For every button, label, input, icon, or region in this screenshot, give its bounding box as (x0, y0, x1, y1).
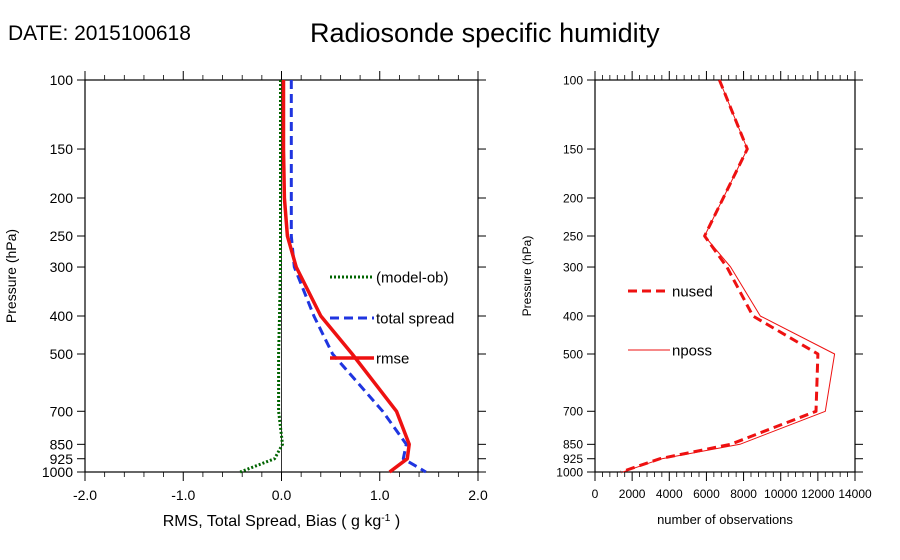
y-tick-label: 150 (50, 141, 74, 157)
series-line-total-spread (289, 80, 427, 474)
date-label: DATE: 2015100618 (8, 22, 191, 45)
x-tick-label: -1.0 (171, 487, 195, 503)
x-tick-label: 1.0 (370, 487, 390, 503)
y-axis-label: Pressure (hPa) (520, 236, 534, 317)
y-tick-label: 400 (563, 309, 583, 323)
y-tick-label: 700 (50, 403, 74, 419)
x-tick-label: 0.0 (272, 487, 292, 503)
series-line-model-ob (239, 80, 284, 474)
x-tick-label: -2.0 (73, 487, 97, 503)
series-line-nused (620, 79, 820, 474)
x-tick-label: 0 (592, 487, 599, 501)
y-tick-label: 1000 (556, 465, 583, 479)
y-tick-label: 850 (50, 436, 74, 452)
x-tick-label: 2.0 (468, 487, 488, 503)
x-tick-label: 4000 (656, 487, 683, 501)
y-tick-label: 200 (563, 191, 583, 205)
x-tick-label: 10000 (764, 487, 798, 501)
y-tick-label: 925 (563, 452, 583, 466)
y-tick-label: 400 (50, 308, 74, 324)
y-tick-label: 500 (50, 346, 74, 362)
series-line-rmse (281, 80, 411, 474)
plot-frame (594, 79, 856, 473)
x-axis-label: RMS, Total Spread, Bias ( g kg-1 ) (163, 513, 401, 531)
series-line-nposs (622, 79, 836, 473)
y-tick-label: 100 (50, 72, 74, 88)
legend-label-nused: nused (672, 283, 713, 300)
legend-label-model-ob: (model-ob) (376, 269, 449, 286)
x-tick-label: 12000 (801, 487, 835, 501)
y-tick-label: 300 (50, 259, 74, 275)
y-tick-label: 700 (563, 405, 583, 419)
x-tick-label: 8000 (730, 487, 757, 501)
x-tick-label: 2000 (619, 487, 646, 501)
y-tick-label: 850 (563, 438, 583, 452)
y-axis-label: Pressure (hPa) (3, 229, 19, 323)
y-tick-label: 500 (563, 347, 583, 361)
legend-label-nposs: nposs (672, 342, 712, 359)
x-tick-label: 14000 (838, 487, 872, 501)
y-tick-label: 200 (50, 190, 74, 206)
legend-label-rmse: rmse (376, 350, 409, 367)
y-tick-label: 250 (50, 228, 74, 244)
legend-label-total-spread: total spread (376, 310, 454, 327)
x-axis-label: number of observations (657, 512, 793, 527)
y-tick-label: 1000 (42, 464, 73, 480)
y-tick-label: 150 (563, 142, 583, 156)
y-tick-label: 100 (563, 73, 583, 87)
y-tick-label: 250 (563, 229, 583, 243)
page-title: Radiosonde specific humidity (310, 18, 660, 48)
x-tick-label: 6000 (693, 487, 720, 501)
y-tick-label: 300 (563, 260, 583, 274)
y-tick-label: 925 (50, 451, 74, 467)
